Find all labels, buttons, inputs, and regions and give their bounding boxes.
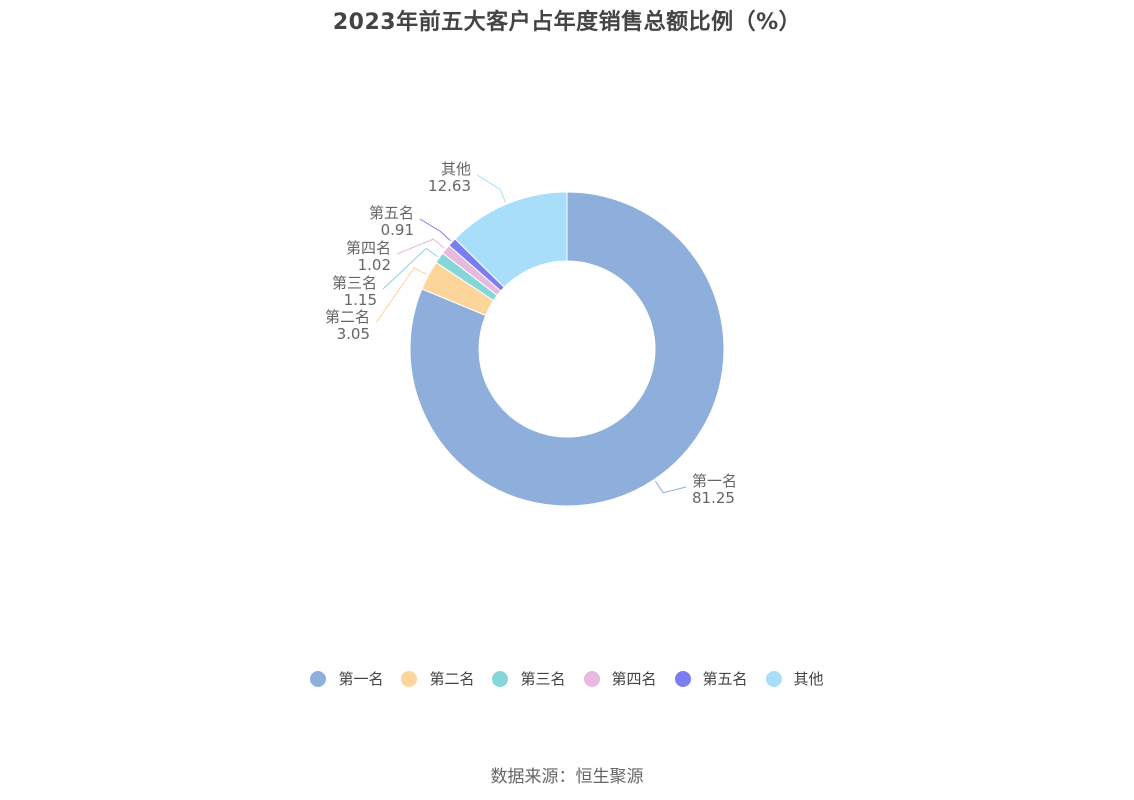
leader-lines-group (375, 174, 687, 494)
legend-label: 第三名 (520, 670, 566, 688)
slice-value-label-2: 3.05 (337, 325, 370, 343)
slice-value-label-6: 12.63 (428, 177, 471, 195)
leader-line-4 (396, 238, 445, 255)
leader-line-1 (654, 480, 687, 494)
slice-name-label-4: 第四名 (346, 239, 391, 257)
legend-label: 第五名 (702, 670, 748, 688)
slice-name-label-3: 第三名 (332, 274, 377, 292)
legend-label: 第一名 (338, 670, 384, 688)
slice-value-label-5: 0.91 (381, 221, 414, 239)
legend-swatch-icon (674, 670, 691, 687)
legend-swatch-icon (401, 670, 418, 687)
legend-swatch-icon (310, 670, 327, 687)
slice-6[interactable] (454, 191, 568, 288)
slice-name-label-1: 第一名 (692, 472, 737, 490)
slice-name-label-2: 第二名 (325, 308, 370, 326)
slice-1[interactable] (409, 191, 725, 507)
slices-group (409, 191, 725, 507)
legend-swatch-icon (765, 670, 782, 687)
legend-item-4[interactable]: 第四名 (583, 668, 657, 689)
slice-value-label-1: 81.25 (692, 489, 735, 507)
data-source: 数据来源：恒生聚源 (490, 767, 644, 787)
legend-label: 第四名 (611, 670, 657, 688)
legend-label: 第二名 (429, 670, 475, 688)
legend-item-2[interactable]: 第二名 (401, 668, 474, 689)
slice-name-label-5: 第五名 (369, 204, 414, 222)
chart-title: 2023年前五大客户占年度销售总额比例（%） (332, 10, 802, 35)
slice-value-label-3: 1.15 (344, 291, 377, 309)
leader-line-3 (382, 247, 438, 290)
legend-swatch-icon (583, 670, 600, 687)
legend-item-5[interactable]: 第五名 (674, 668, 748, 689)
leader-line-6 (476, 174, 507, 203)
slice-name-label-6: 其他 (441, 160, 471, 178)
slice-value-label-4: 1.02 (358, 256, 391, 274)
legend-label: 其他 (793, 670, 824, 688)
legend: 第一名 第二名 第三名 第四名 第五名 其他 (0, 668, 1134, 689)
legend-item-6[interactable]: 其他 (765, 668, 824, 689)
leader-line-5 (419, 218, 451, 242)
legend-swatch-icon (492, 670, 509, 687)
legend-item-1[interactable]: 第一名 (310, 668, 383, 689)
legend-item-3[interactable]: 第三名 (492, 668, 566, 689)
leader-line-2 (375, 267, 427, 324)
